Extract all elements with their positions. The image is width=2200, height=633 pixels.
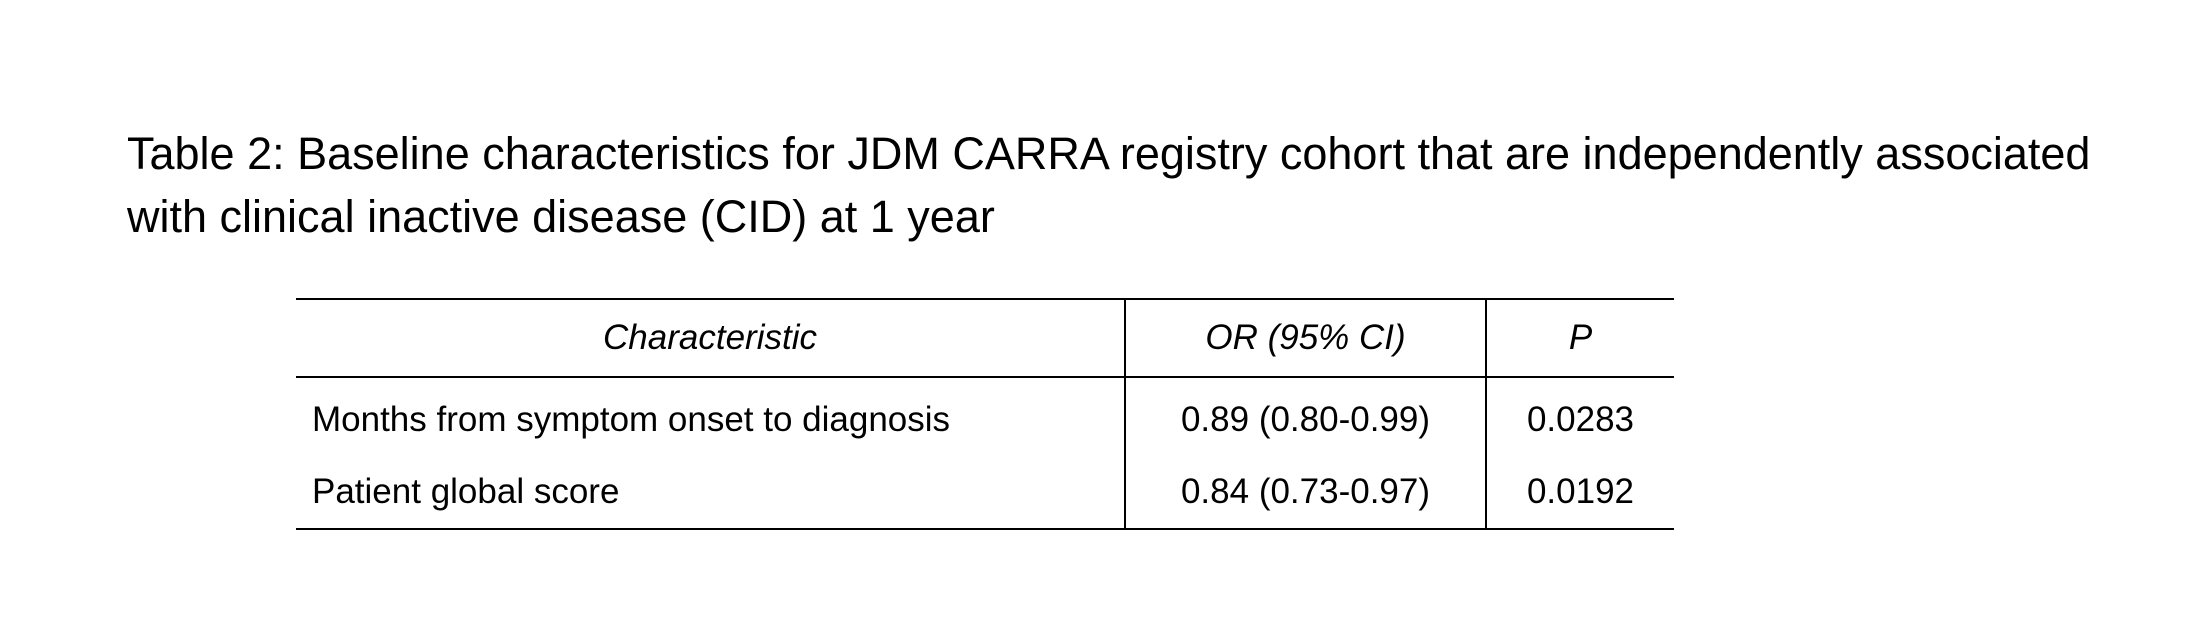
table-row: Patient global score 0.84 (0.73-0.97) 0.… xyxy=(296,456,1674,530)
header-characteristic: Characteristic xyxy=(296,299,1125,378)
cell-characteristic: Months from symptom onset to diagnosis xyxy=(312,400,951,439)
cell-or: 0.89 (0.80-0.99) xyxy=(1124,377,1486,456)
cell-characteristic: Patient global score xyxy=(296,456,1125,530)
cell-p: 0.0192 xyxy=(1485,456,1674,530)
results-table: Characteristic OR (95% CI) P Months from… xyxy=(296,298,1674,530)
cell-or: 0.84 (0.73-0.97) xyxy=(1124,456,1486,530)
table-row: Months from symptom onset to diagnosis 0… xyxy=(296,377,1674,456)
header-or: OR (95% CI) xyxy=(1124,299,1486,378)
header-p: P xyxy=(1485,299,1674,378)
table-caption: Table 2: Baseline characteristics for JD… xyxy=(127,128,2091,242)
cell-p: 0.0283 xyxy=(1485,377,1674,456)
header-row: Characteristic OR (95% CI) P xyxy=(296,299,1674,378)
